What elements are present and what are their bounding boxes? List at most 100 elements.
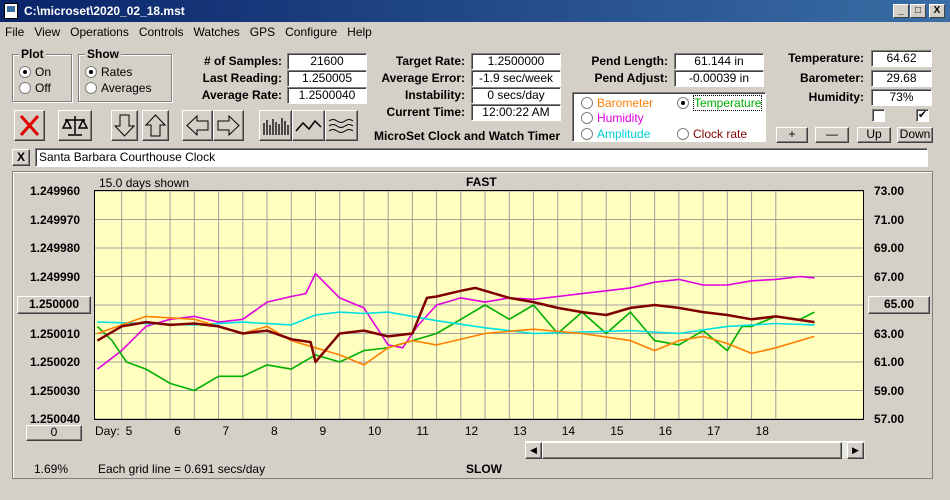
scroll-left-arrow[interactable]: ◀ bbox=[525, 442, 542, 459]
y-left-tick-label: 1.250030 bbox=[30, 383, 81, 398]
menu-file[interactable]: File bbox=[5, 25, 25, 39]
y-left-tick-label: 1.250040 bbox=[30, 412, 81, 426]
target-rate-field[interactable]: 1.2500000 bbox=[471, 53, 561, 70]
days-shown-label: 15.0 days shown bbox=[99, 176, 190, 190]
show-group-title: Show bbox=[85, 47, 121, 61]
title-bar: C:\microset\2020_02_18.mst _ □ X bbox=[0, 0, 950, 22]
current-time-label: Current Time: bbox=[386, 105, 465, 119]
percent-label: 1.69% bbox=[34, 462, 69, 476]
show-averages-label: Averages bbox=[101, 81, 152, 95]
sensor-barometer-radio[interactable]: Barometer bbox=[581, 96, 653, 110]
pend-length-field: 61.144 in bbox=[674, 53, 764, 70]
target-rate-label: Target Rate: bbox=[395, 54, 465, 68]
average-rate-field: 1.2500040 bbox=[287, 87, 367, 104]
up-arrow-button[interactable] bbox=[142, 110, 169, 141]
plot-panel bbox=[12, 171, 933, 479]
average-error-field: -1.9 sec/week bbox=[471, 70, 561, 87]
line-graph-icon bbox=[295, 119, 322, 132]
scroll-thumb[interactable] bbox=[542, 442, 842, 459]
minimize-button[interactable]: _ bbox=[893, 4, 909, 18]
grid-note: Each grid line = 0.691 secs/day bbox=[98, 462, 266, 476]
balance-button[interactable] bbox=[58, 110, 92, 141]
arrow-right-icon bbox=[217, 114, 240, 137]
menu-help[interactable]: Help bbox=[347, 25, 372, 39]
radio-off-icon bbox=[581, 128, 593, 140]
wave-view-button[interactable] bbox=[325, 110, 358, 141]
plot-group-title: Plot bbox=[19, 47, 46, 61]
red-x-icon bbox=[19, 114, 40, 137]
show-averages-radio[interactable]: Averages bbox=[85, 81, 151, 95]
sensor-clock-rate-radio[interactable]: Clock rate bbox=[677, 127, 747, 141]
pend-length-label: Pend Length: bbox=[591, 54, 668, 68]
plus-button[interactable]: + bbox=[776, 127, 808, 143]
menu-operations[interactable]: Operations bbox=[70, 25, 129, 39]
temperature-label: Temperature: bbox=[788, 51, 864, 65]
scroll-right-arrow[interactable]: ▶ bbox=[847, 442, 864, 459]
y-left-tick-label: 1.249960 bbox=[30, 184, 81, 198]
y-right-tick-label: 57.00 bbox=[874, 412, 905, 426]
x-tick-label: 13 bbox=[513, 424, 527, 438]
plot-off-radio[interactable]: Off bbox=[19, 81, 51, 95]
menu-controls[interactable]: Controls bbox=[138, 25, 184, 39]
barometer-label: Barometer: bbox=[799, 71, 864, 85]
y-right-tick-label: 59.00 bbox=[874, 383, 905, 398]
menu-watches[interactable]: Watches bbox=[193, 25, 240, 39]
x-tick-label: 15 bbox=[610, 424, 624, 438]
sensor-amplitude-radio[interactable]: Amplitude bbox=[581, 127, 650, 141]
balance-scale-icon bbox=[61, 116, 89, 136]
radio-off-icon bbox=[19, 82, 31, 94]
maximize-button[interactable]: □ bbox=[910, 4, 926, 18]
radio-off-icon bbox=[677, 128, 689, 140]
y-left-tick-label: 1.250010 bbox=[30, 326, 81, 341]
show-group: Show Rates Averages bbox=[78, 47, 172, 102]
clock-name-input[interactable]: Santa Barbara Courthouse Clock bbox=[35, 148, 928, 167]
option-checkbox-1[interactable] bbox=[872, 109, 885, 122]
day-axis-label: Day: bbox=[95, 424, 120, 438]
y-right-tick-label: 69.00 bbox=[874, 241, 905, 255]
wave-graph-icon bbox=[328, 119, 354, 133]
y-left-tick-label: 1.250020 bbox=[30, 355, 81, 369]
option-checkbox-2[interactable]: ✔ bbox=[916, 109, 929, 122]
bottom-left-value-button[interactable]: 0 bbox=[26, 425, 82, 441]
minus-button[interactable]: — bbox=[815, 127, 849, 143]
radio-on-icon bbox=[677, 97, 689, 109]
x-tick-label: 18 bbox=[755, 424, 769, 438]
radio-on-icon bbox=[85, 66, 97, 78]
sensor-temperature-radio[interactable]: Temperature bbox=[677, 95, 763, 111]
x-tick-label: 12 bbox=[464, 424, 479, 438]
left-value-button[interactable]: 1.250000 bbox=[17, 296, 91, 314]
sensor-select-box: Barometer Temperature Humidity Amplitude… bbox=[572, 92, 766, 142]
right-value-button[interactable]: 65.00 bbox=[868, 296, 930, 314]
show-rates-radio[interactable]: Rates bbox=[85, 65, 132, 79]
x-tick-label: 5 bbox=[125, 424, 133, 438]
sensor-humidity-radio[interactable]: Humidity bbox=[581, 111, 644, 125]
down-button[interactable]: Down bbox=[897, 127, 933, 143]
horizontal-scrollbar[interactable]: ◀ ▶ bbox=[525, 441, 865, 459]
last-reading-label: Last Reading: bbox=[202, 71, 282, 85]
menu-bar: File View Operations Controls Watches GPS Conf… bbox=[0, 22, 950, 42]
line-view-button[interactable] bbox=[292, 110, 325, 141]
current-time-field: 12:00:22 AM bbox=[471, 104, 561, 121]
radio-off-icon bbox=[581, 97, 593, 109]
menu-view[interactable]: View bbox=[34, 25, 61, 39]
bars-view-button[interactable] bbox=[259, 110, 292, 141]
menu-gps[interactable]: GPS bbox=[249, 25, 276, 39]
sensor-clock-rate-label: Clock rate bbox=[693, 127, 748, 141]
radio-off-icon bbox=[85, 82, 97, 94]
menu-configure[interactable]: Configure bbox=[285, 25, 338, 39]
arrow-down-icon bbox=[113, 114, 136, 137]
down-arrow-button[interactable] bbox=[111, 110, 138, 141]
right-arrow-button[interactable] bbox=[213, 110, 244, 141]
plot-off-label: Off bbox=[35, 81, 51, 95]
left-arrow-button[interactable] bbox=[182, 110, 213, 141]
up-button[interactable]: Up bbox=[857, 127, 891, 143]
average-rate-label: Average Rate: bbox=[201, 88, 282, 102]
stop-button[interactable] bbox=[14, 110, 45, 141]
close-button[interactable]: X bbox=[929, 4, 945, 18]
series-barometer bbox=[97, 315, 815, 366]
series-clock-rate bbox=[96, 286, 815, 364]
plot-on-radio[interactable]: On bbox=[19, 65, 51, 79]
x-tick-label: 7 bbox=[222, 424, 230, 438]
clear-clock-button[interactable]: X bbox=[12, 149, 30, 166]
app-caption: MicroSet Clock and Watch Timer bbox=[374, 129, 561, 143]
